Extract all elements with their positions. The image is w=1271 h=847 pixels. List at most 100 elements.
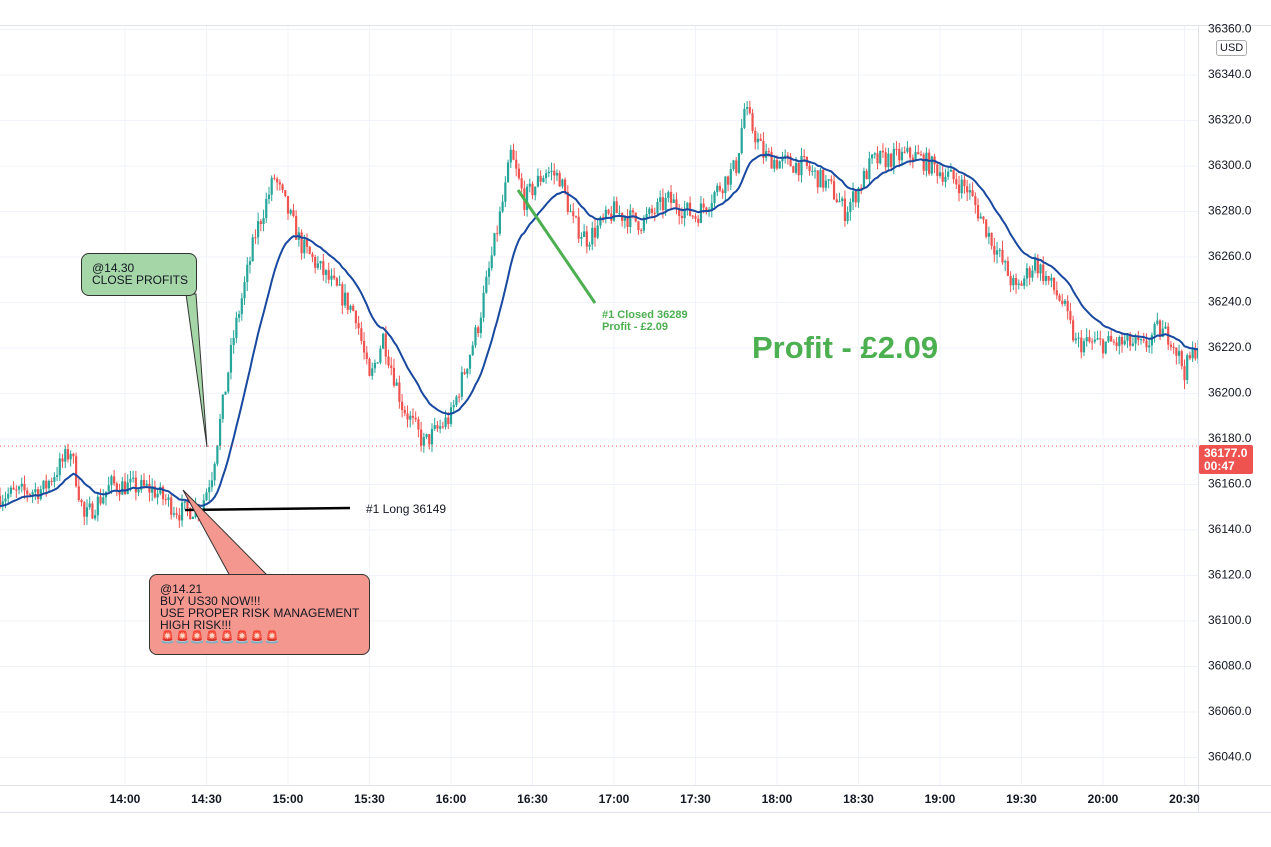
candle-body (42, 480, 45, 490)
trade-close-line (516, 189, 597, 304)
candle-body (1077, 337, 1080, 339)
candle-body (528, 183, 531, 187)
candle-body (1150, 335, 1153, 346)
candle-body (466, 368, 469, 374)
close-profits-callout[interactable]: @14.30 CLOSE PROFITS (81, 253, 197, 296)
candle-body (906, 147, 909, 152)
candle-body (517, 168, 521, 179)
candle-body (1028, 268, 1031, 278)
y-tick-label: 36220.0 (1208, 340, 1252, 354)
candle-body (900, 151, 904, 161)
candle-body (145, 483, 148, 486)
candle-body (1183, 366, 1186, 381)
grid (0, 25, 1198, 785)
candle-body (4, 498, 7, 502)
candle-body (186, 501, 189, 509)
candle-body (881, 150, 885, 153)
candle-body (960, 179, 963, 194)
candle-body (583, 231, 586, 238)
profit-headline: Profit - £2.09 (752, 330, 939, 365)
candle-body (45, 480, 48, 489)
y-tick-label: 36160.0 (1208, 477, 1252, 491)
candle-body (1072, 320, 1075, 341)
x-tick-label: 18:30 (843, 792, 874, 806)
candle-body (710, 203, 713, 210)
candle-body (699, 203, 703, 223)
candle-body (1148, 345, 1151, 348)
candle-body (748, 107, 751, 114)
candle-body (357, 323, 360, 329)
candle-body (656, 202, 659, 214)
currency-badge[interactable]: USD (1216, 40, 1248, 56)
candle-body (925, 152, 928, 171)
candle-body (534, 186, 537, 196)
candle-body (295, 215, 298, 240)
candle-body (20, 483, 23, 487)
candle-body (493, 233, 496, 256)
candle-body (542, 177, 545, 182)
candle-body (398, 382, 401, 402)
candle-body (1061, 300, 1064, 304)
candle-body (909, 147, 912, 158)
candle-body (452, 405, 455, 408)
buy-callout[interactable]: @14.21 BUY US30 NOW!!! USE PROPER RISK M… (149, 574, 370, 655)
candle-body (1004, 261, 1007, 263)
candle-body (284, 190, 287, 197)
candle-body (36, 489, 40, 499)
candle-body (107, 485, 110, 492)
candle-body (238, 314, 241, 318)
candle-body (50, 481, 53, 483)
candle-body (640, 230, 643, 232)
candle-body (930, 156, 933, 174)
candle-body (55, 475, 59, 478)
candle-body (1050, 277, 1053, 281)
candle-body (425, 434, 428, 438)
candle-body (341, 284, 344, 306)
candle-body (218, 418, 222, 446)
candle-body (300, 232, 303, 254)
candle-body (966, 186, 969, 193)
candle-body (721, 190, 724, 194)
buy-callout-pointer (182, 489, 270, 577)
candle-body (669, 192, 673, 203)
candle-body (890, 153, 893, 167)
candle-body (982, 216, 985, 220)
candle-body (985, 219, 988, 237)
candle-body (547, 171, 550, 174)
candle-body (387, 356, 390, 366)
candle-body (430, 428, 434, 445)
candle-body (1177, 351, 1181, 356)
candle-body (376, 362, 379, 364)
candle-body (564, 179, 567, 193)
candle-body (1009, 275, 1012, 286)
candle-body (28, 494, 32, 496)
candle-body (246, 264, 249, 283)
candle-body (737, 153, 741, 173)
candle-body (314, 256, 317, 268)
candle-body (895, 148, 898, 150)
candle-body (379, 348, 382, 363)
candle-body (118, 490, 121, 495)
moving-average-line (0, 153, 1199, 508)
candle-body (1, 501, 4, 507)
candle-body (732, 160, 735, 170)
candle-body (205, 492, 208, 501)
candle-body (305, 239, 309, 247)
candle-body (17, 486, 21, 490)
candle-body (952, 169, 955, 180)
candle-body (1153, 324, 1156, 336)
candle-body (156, 493, 159, 498)
candle-body (183, 501, 186, 503)
candle-body (1044, 275, 1048, 282)
candle-body (7, 493, 10, 499)
candle-body (360, 328, 363, 341)
candle-body (132, 477, 135, 479)
candle-body (648, 208, 651, 214)
candle-body (631, 210, 635, 213)
candle-body (1112, 341, 1115, 343)
candle-body (58, 458, 61, 476)
candle-body (1137, 337, 1140, 341)
candle-body (1180, 351, 1183, 367)
candle-body (102, 497, 105, 504)
